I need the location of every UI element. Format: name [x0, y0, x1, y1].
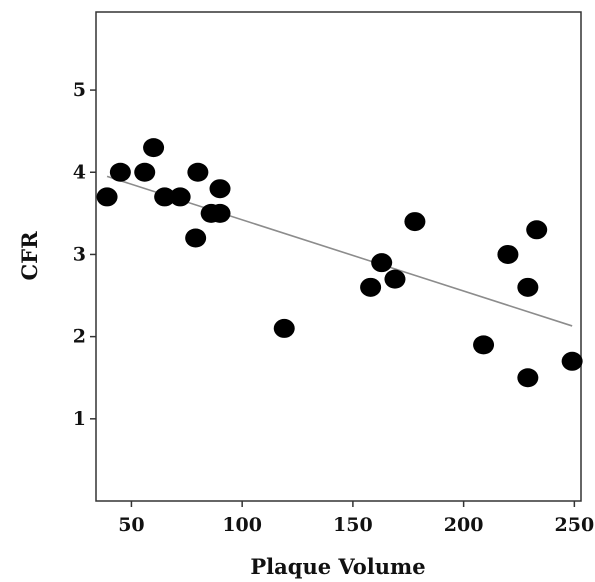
data-points-layer — [96, 138, 583, 388]
x-axis: 50 100 150 200 250 — [118, 501, 594, 536]
y-tick-label: 5 — [73, 79, 86, 101]
y-axis: 1 2 3 4 5 — [73, 79, 96, 430]
data-point — [273, 318, 295, 338]
data-point — [497, 244, 519, 264]
x-tick-label: 250 — [555, 514, 595, 536]
data-point — [143, 138, 165, 158]
plot-frame — [95, 11, 582, 502]
x-tick-label: 50 — [118, 514, 144, 536]
x-tick-label: 150 — [333, 514, 373, 536]
data-point — [209, 203, 231, 223]
data-point — [371, 253, 393, 273]
y-axis-title: CFR — [17, 231, 42, 281]
data-point — [134, 162, 156, 182]
data-point — [154, 187, 176, 207]
data-point — [185, 228, 207, 248]
data-point — [187, 162, 209, 182]
data-point — [473, 335, 495, 355]
y-tick-label: 2 — [73, 326, 86, 348]
data-point — [517, 277, 539, 297]
y-tick-label: 4 — [73, 161, 86, 183]
data-point — [109, 162, 131, 182]
data-point — [169, 187, 191, 207]
data-point — [561, 351, 583, 371]
x-tick-label: 100 — [222, 514, 262, 536]
y-tick-label: 1 — [73, 408, 86, 430]
y-tick-label: 3 — [73, 243, 86, 265]
data-point — [209, 179, 231, 199]
data-point — [384, 269, 406, 289]
x-axis-title: Plaque Volume — [250, 554, 425, 579]
data-point — [517, 368, 539, 388]
data-point — [404, 212, 426, 232]
data-point — [96, 187, 118, 207]
data-point — [526, 220, 548, 240]
data-point — [360, 277, 382, 297]
x-tick-label: 200 — [444, 514, 484, 536]
